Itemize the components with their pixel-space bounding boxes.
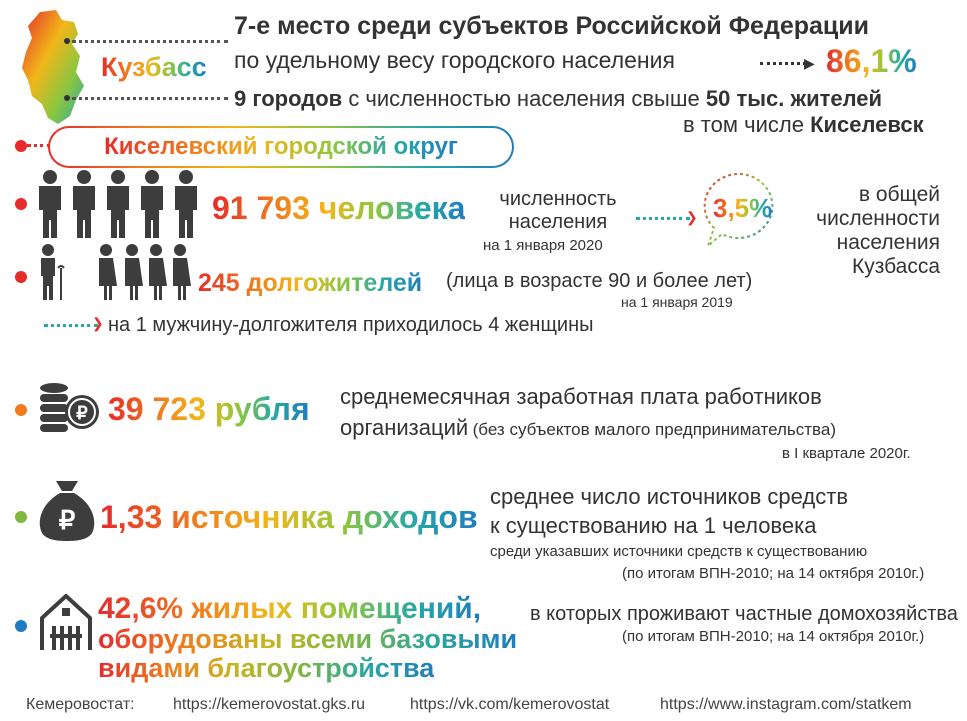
share-label-line3: населения	[836, 231, 940, 254]
housing-label: в которых проживают частные домохозяйств…	[530, 603, 958, 625]
district-title: Киселевский городской округ	[104, 133, 458, 160]
share-value: 3,5%	[713, 193, 773, 223]
svg-text:₽: ₽	[59, 505, 76, 535]
arrow-line	[760, 62, 806, 65]
income-label-line1: среднее число источников средств	[490, 484, 849, 509]
arrow-icon: ❯	[92, 315, 104, 331]
cities-rest: с численностью населения свыше	[348, 86, 700, 111]
population-label-line1: численность	[499, 188, 617, 210]
share-label-line2: численности	[816, 207, 940, 230]
income-source: (по итогам ВПН-2010; на 14 октября 2010г…	[622, 565, 925, 582]
region-name: Кузбасс	[101, 52, 207, 82]
share-label: в общей численности населения Кузбасса	[788, 183, 940, 279]
salary-label-line2a: организаций	[340, 415, 469, 440]
longevity-ratio: на 1 мужчину-долгожителя приходилось 4 ж…	[108, 314, 594, 336]
ratio-connector	[44, 324, 98, 327]
cities-count: 9 городов	[234, 86, 343, 111]
kuzbass-map-icon	[22, 10, 84, 124]
salary-date: в I квартале 2020г.	[782, 445, 911, 462]
including-line: в том числе Киселевск	[683, 112, 924, 138]
including-prefix: в том числе	[683, 112, 804, 137]
salary-label-line2b: (без субъектов малого предпринимательств…	[472, 420, 837, 439]
housing-source: (по итогам ВПН-2010; на 14 октября 2010г…	[622, 628, 925, 645]
population-label: численность населения	[488, 188, 628, 234]
salary-label-line1: среднемесячная заработная плата работник…	[340, 384, 822, 409]
salary-label-line2: организаций (без субъектов малого предпр…	[340, 415, 836, 441]
urban-line: по удельному весу городского населения	[234, 47, 675, 73]
cities-threshold: 50 тыс. жителей	[705, 86, 883, 111]
arrow-icon: ❯	[686, 209, 698, 225]
svg-text:₽: ₽	[76, 403, 88, 423]
housing-value-line1: 42,6% жилых помещений,	[98, 592, 482, 625]
rank-line: 7-е место среди субъектов Российской Фед…	[234, 12, 870, 40]
income-value: 1,33 источника доходов	[100, 499, 478, 535]
including-city: Киселевск	[810, 112, 924, 137]
connector-dot	[64, 38, 70, 44]
footer-org: Кемеровостат:	[26, 696, 135, 713]
housing-value-line3: видами благоустройства	[98, 653, 435, 683]
footer-link-vk[interactable]: https://vk.com/kemerovostat	[410, 696, 610, 713]
share-label-line1: в общей	[858, 183, 940, 206]
footer-link-site[interactable]: https://kemerovostat.gks.ru	[173, 696, 366, 713]
income-label-line2: к существованию на 1 человека	[490, 513, 817, 538]
connector-dot	[64, 95, 70, 101]
footer: Кемеровостат: https://kemerovostat.gks.r…	[0, 690, 967, 721]
urban-value: 86,1%	[826, 43, 917, 79]
housing-value-line2: оборудованы всеми базовыми	[98, 624, 518, 654]
share-label-line4: Кузбасса	[851, 255, 940, 278]
share-bubble	[703, 172, 774, 250]
people-icon	[39, 170, 197, 238]
elderly-people-icon	[41, 244, 191, 300]
connector-line	[72, 97, 228, 100]
district-title-pill: Киселевский городской округ	[48, 126, 514, 168]
longevity-value: 245 долгожителей	[198, 269, 423, 297]
longevity-note: (лица в возрасте 90 и более лет)	[446, 270, 753, 292]
income-note: среди указавших источники средств к суще…	[490, 543, 868, 560]
connector-line	[72, 40, 228, 43]
share-connector	[636, 217, 690, 220]
title-connector	[27, 144, 51, 147]
house-radiator-icon	[40, 594, 92, 650]
cities-line: 9 городов с численностью населения свыше…	[234, 86, 882, 112]
longevity-date: на 1 января 2019	[621, 294, 733, 310]
arrow-head-icon: ▶	[804, 55, 815, 71]
population-value: 91 793 человека	[212, 190, 466, 226]
footer-link-instagram[interactable]: https://www.instagram.com/statkem	[660, 696, 912, 713]
population-label-line2: населения	[508, 211, 608, 233]
salary-value: 39 723 рубля	[108, 391, 310, 427]
population-date: на 1 января 2020	[483, 237, 603, 254]
timeline	[15, 140, 27, 632]
money-bag-icon: ₽	[39, 481, 95, 541]
coins-ruble-icon: ₽	[40, 383, 99, 432]
